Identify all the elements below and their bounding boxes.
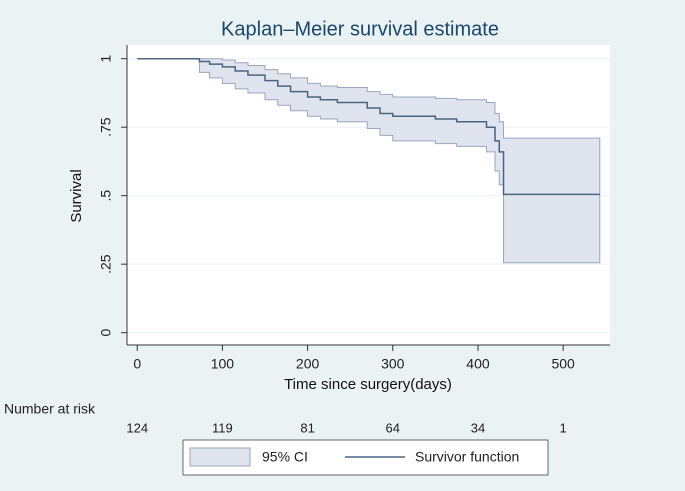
x-tick-label: 100 (211, 356, 235, 372)
x-tick-label: 400 (466, 356, 490, 372)
legend-label: 95% CI (262, 449, 308, 465)
ci-band (137, 58, 601, 264)
risk-count: 81 (300, 420, 314, 435)
y-tick-label: 1 (98, 55, 114, 63)
y-axis-title: Survival (68, 169, 85, 222)
risk-table-title: Number at risk (4, 401, 96, 417)
y-tick-label: .5 (98, 190, 114, 202)
y-tick-label: .25 (98, 254, 114, 274)
x-axis-title: Time since surgery(days) (284, 376, 452, 393)
legend-label: Survivor function (415, 449, 519, 465)
risk-count: 34 (471, 420, 485, 435)
x-tick-label: 500 (551, 356, 575, 372)
x-tick-label: 200 (296, 356, 320, 372)
x-tick-label: 0 (133, 356, 141, 372)
y-tick-label: .75 (98, 117, 114, 137)
risk-count: 1 (560, 420, 567, 435)
x-tick-label: 300 (381, 356, 405, 372)
y-tick-label: 0 (98, 329, 114, 337)
risk-count: 119 (212, 420, 233, 435)
legend-swatch (189, 447, 251, 467)
risk-count: 64 (386, 420, 400, 435)
chart-title: Kaplan–Meier survival estimate (221, 18, 499, 40)
survival-line (137, 57, 600, 196)
risk-count: 124 (126, 420, 148, 435)
